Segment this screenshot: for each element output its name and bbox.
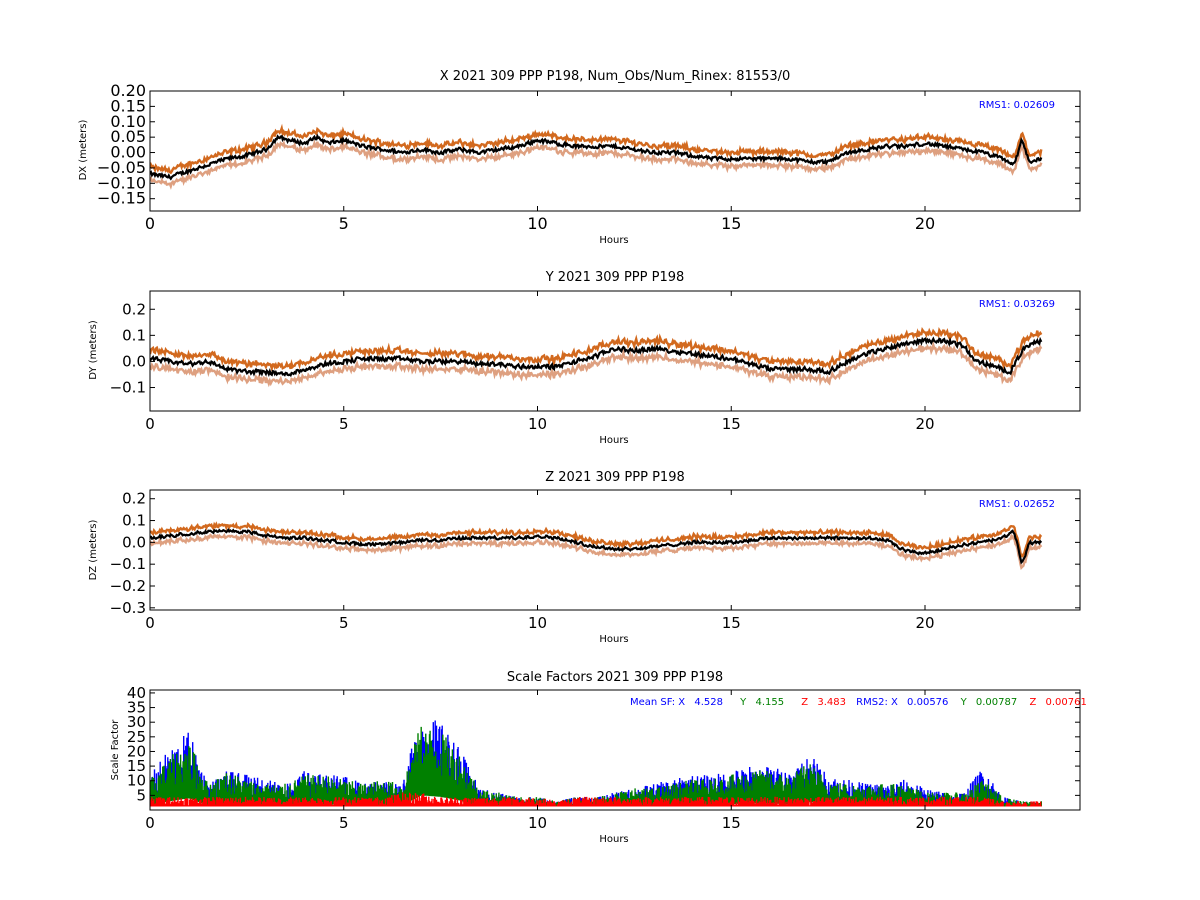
xtick-label: 15 (722, 614, 741, 632)
panel-dz-title: Z 2021 309 PPP P198 (545, 470, 685, 485)
panel-sf-xlabel: Hours (599, 834, 628, 845)
sf-z-label: Z (801, 697, 808, 708)
ytick-label: 0.05 (110, 127, 146, 146)
series-upper-0 (150, 123, 1043, 175)
sf-rms-z-label: Z (1029, 697, 1036, 708)
series-center-0 (150, 133, 1043, 181)
ytick-label: −0.15 (97, 189, 146, 208)
axes-frame-3 (149, 689, 1081, 811)
panel-dy: Y 2021 309 PPP P198 Hours DY (meters) RM… (88, 270, 1081, 446)
sf-rms-z: 0.00761 (1045, 697, 1086, 708)
axes-frame-0 (149, 90, 1081, 212)
xtick-label: 5 (339, 814, 349, 832)
sf-mean-label: Mean SF: X (630, 697, 685, 708)
panel-dy-rms: RMS1: 0.03269 (979, 299, 1055, 310)
panel-dx-xlabel: Hours (599, 235, 628, 246)
ytick-label: 0.00 (110, 143, 146, 162)
panel-dy-xlabel: Hours (599, 435, 628, 446)
xtick-label: 5 (339, 614, 349, 632)
ytick-label: −0.3 (110, 599, 146, 617)
xtick-label: 20 (915, 814, 934, 832)
ytick-label: 20 (127, 742, 146, 760)
xtick-label: 10 (528, 814, 547, 832)
series-lower-1 (150, 340, 1043, 388)
panel-scale-factors: Scale Factors 2021 309 PPP P198 Hours Sc… (110, 670, 1087, 845)
xtick-label: 5 (339, 415, 349, 433)
xtick-label: 20 (915, 415, 934, 433)
xtick-label: 0 (145, 214, 155, 233)
ytick-label: 30 (127, 713, 146, 731)
ytick-label: 0.2 (122, 490, 146, 508)
series-lower-2 (150, 532, 1043, 571)
panel-dx-title: X 2021 309 PPP P198, Num_Obs/Num_Rinex: … (440, 69, 791, 84)
ytick-label: 0.20 (110, 81, 146, 100)
panel-dy-title: Y 2021 309 PPP P198 (545, 270, 685, 285)
panel-dz: Z 2021 309 PPP P198 Hours DZ (meters) RM… (88, 470, 1081, 645)
panel-sf-title: Scale Factors 2021 309 PPP P198 (507, 670, 723, 685)
series-lower-0 (150, 139, 1043, 190)
sf-mean-z: 3.483 (817, 697, 846, 708)
axes-frame-2 (149, 489, 1081, 611)
panel-dx: X 2021 309 PPP P198, Num_Obs/Num_Rinex: … (78, 69, 1081, 246)
panel-dz-rms: RMS1: 0.02652 (979, 499, 1055, 510)
plot-area-2 (150, 521, 1043, 571)
sf-y-label: Y (739, 697, 747, 708)
series-center-2 (150, 527, 1043, 565)
series-upper-2 (150, 521, 1043, 558)
sf-rms-label: RMS2: X (856, 697, 898, 708)
xtick-label: 0 (145, 415, 155, 433)
ytick-label: −0.1 (110, 555, 146, 573)
ytick-label: 35 (127, 699, 146, 717)
xtick-label: 15 (722, 415, 741, 433)
plot-area-0 (150, 123, 1043, 190)
xtick-label: 0 (145, 614, 155, 632)
xtick-label: 20 (915, 614, 934, 632)
series-upper-1 (150, 326, 1043, 373)
xtick-label: 0 (145, 814, 155, 832)
xtick-label: 10 (528, 614, 547, 632)
sf-rms-y-label: Y (960, 697, 968, 708)
ytick-label: 0.10 (110, 112, 146, 131)
sf-rms-y: 0.00787 (976, 697, 1017, 708)
ytick-label: 25 (127, 728, 146, 746)
panel-sf-stats: Mean SF: X 4.528 Y 4.155 Z 3.483 RMS2: X… (630, 697, 1087, 708)
xtick-label: 15 (722, 814, 741, 832)
xtick-label: 10 (527, 214, 547, 233)
sf-rms-x: 0.00576 (907, 697, 948, 708)
xtick-label: 10 (528, 415, 547, 433)
xtick-label: 20 (915, 214, 935, 233)
ytick-label: −0.2 (110, 577, 146, 595)
ytick-label: 0.1 (122, 512, 146, 530)
series-sf-2 (150, 792, 1042, 807)
ytick-label: 15 (127, 757, 146, 775)
ytick-label: 5 (136, 786, 146, 804)
ytick-label: −0.05 (97, 158, 146, 177)
series-center-1 (150, 336, 1043, 378)
xtick-label: 5 (339, 214, 349, 233)
panel-dx-rms: RMS1: 0.02609 (979, 100, 1055, 111)
ytick-label: 0.0 (122, 352, 146, 370)
ytick-label: 40 (127, 684, 146, 702)
panel-dx-ylabel: DX (meters) (78, 119, 89, 180)
axes-frame-1 (149, 290, 1081, 412)
ytick-label: 10 (127, 772, 146, 790)
ytick-label: 0.2 (122, 300, 146, 318)
ytick-label: 0.0 (122, 533, 146, 551)
sf-mean-x: 4.528 (694, 697, 723, 708)
xtick-label: 15 (721, 214, 741, 233)
ytick-label: 0.1 (122, 326, 146, 344)
plot-area-1 (150, 326, 1043, 388)
sf-strokes-2 (150, 792, 1042, 807)
panel-dz-xlabel: Hours (599, 634, 628, 645)
ytick-label: 0.15 (110, 96, 146, 115)
ytick-label: −0.1 (110, 379, 146, 397)
ytick-label: −0.10 (97, 173, 146, 192)
panel-dy-ylabel: DY (meters) (88, 320, 99, 380)
sf-mean-y: 4.155 (755, 697, 784, 708)
plot-area-3 (150, 720, 1042, 807)
panel-sf-ylabel: Scale Factor (110, 719, 121, 781)
panel-dz-ylabel: DZ (meters) (88, 519, 99, 580)
